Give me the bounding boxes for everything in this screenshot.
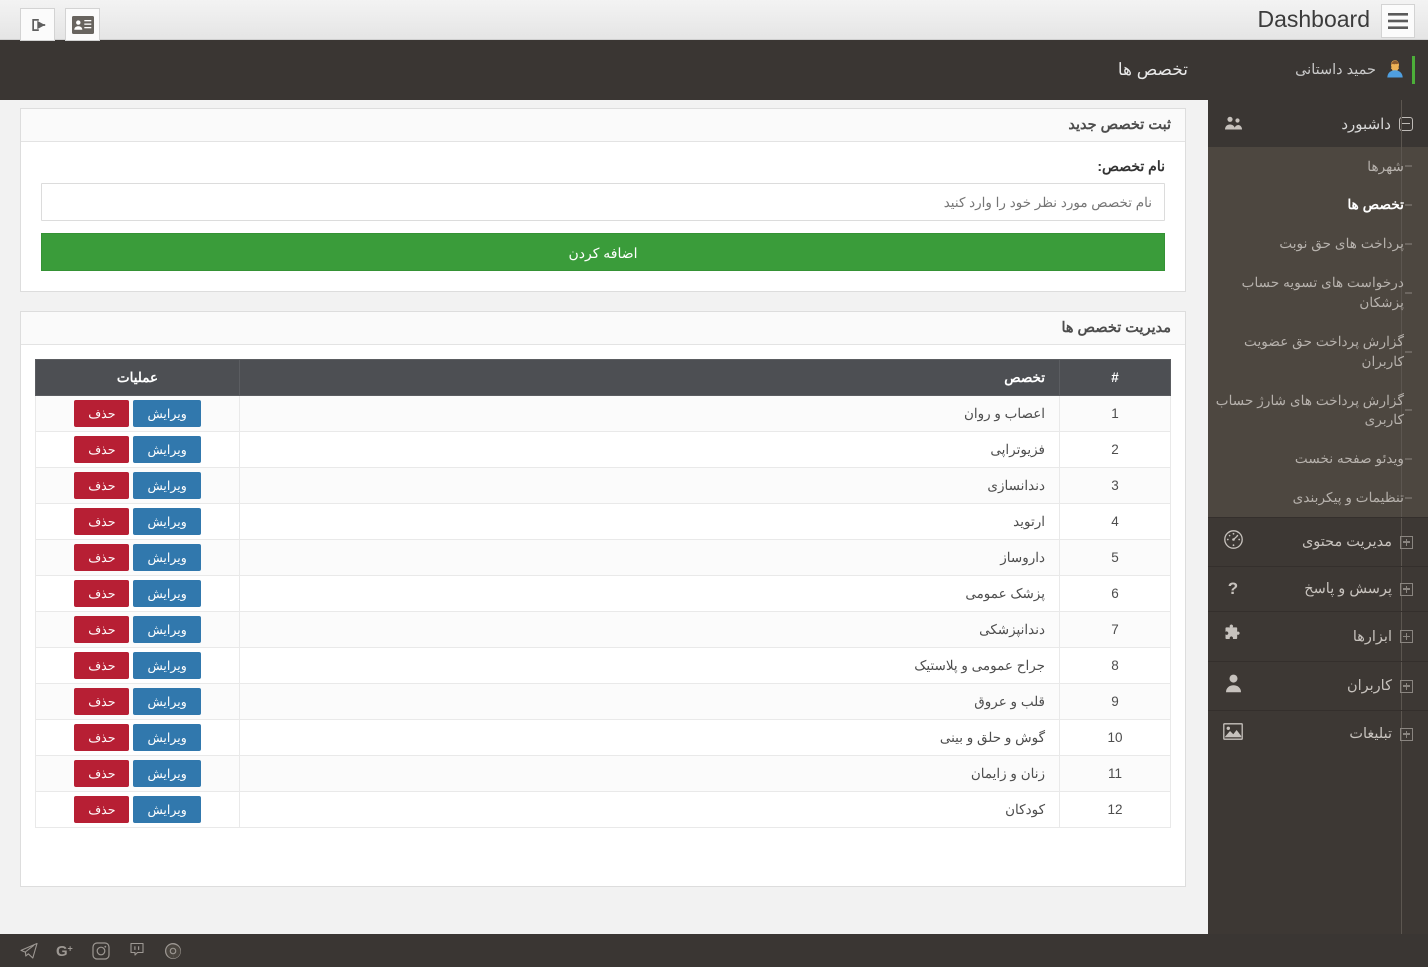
svg-text:+: +: [68, 943, 73, 953]
svg-text:G: G: [56, 943, 68, 960]
